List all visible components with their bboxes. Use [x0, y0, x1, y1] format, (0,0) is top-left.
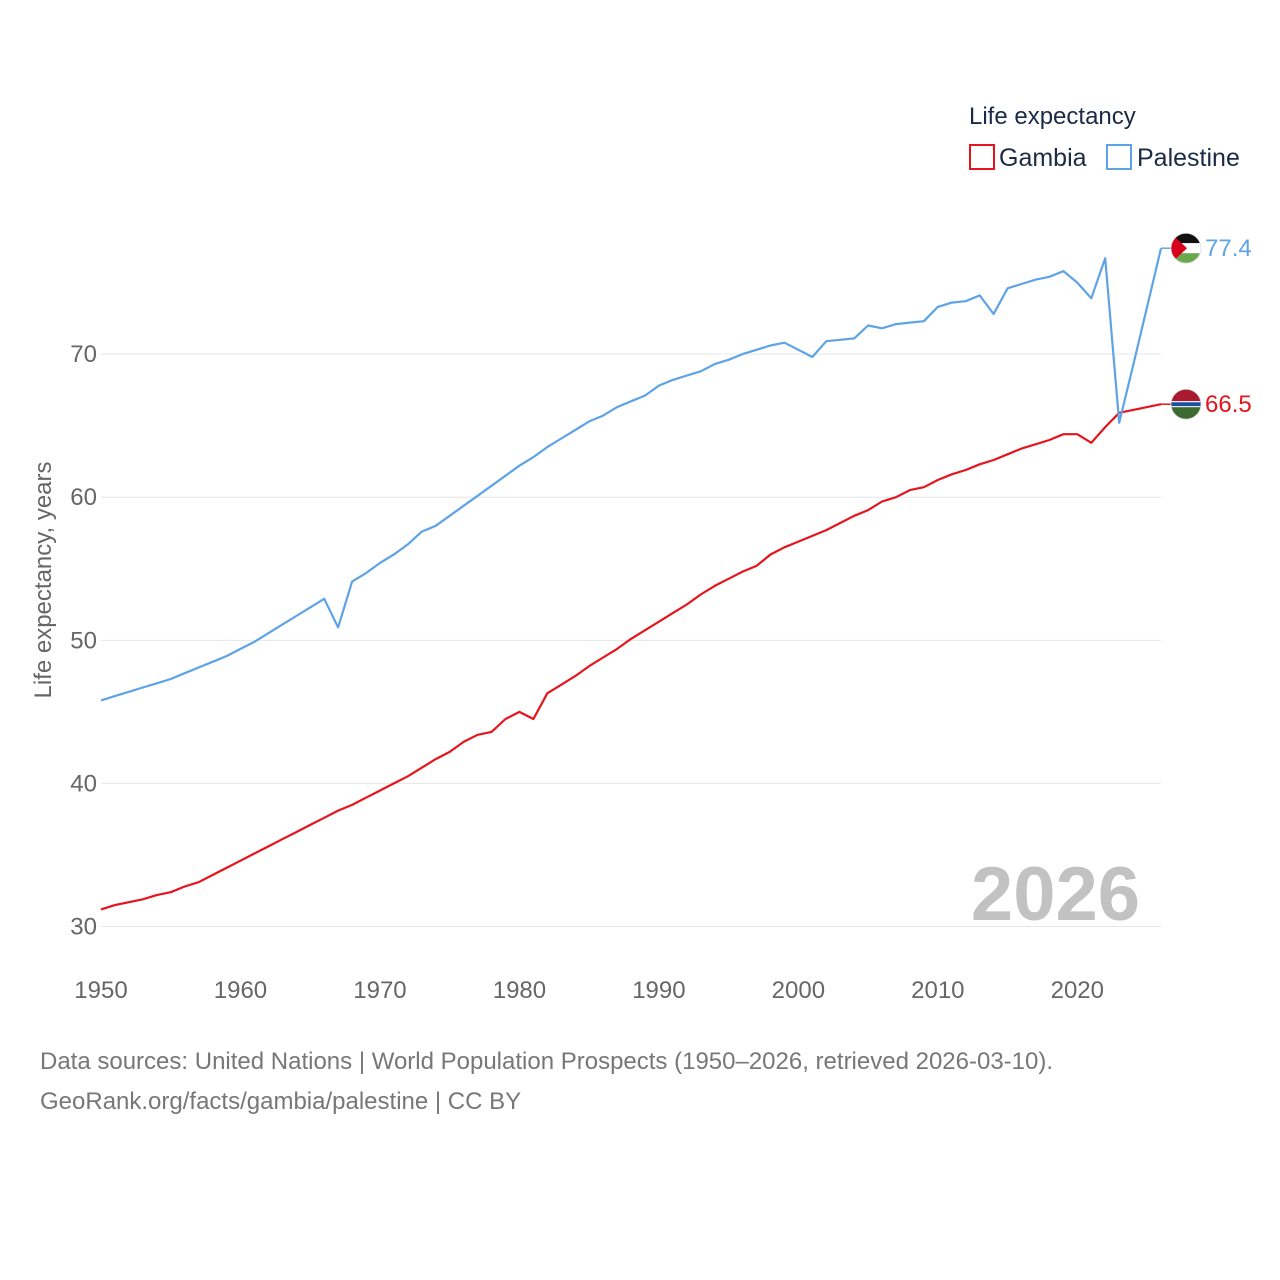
x-tick-label: 1970: [353, 977, 406, 1004]
legend-swatch-palestine: [1106, 144, 1132, 170]
end-value-label-palestine: 77.4: [1205, 235, 1252, 262]
attribution-note: GeoRank.org/facts/gambia/palestine | CC …: [40, 1088, 522, 1115]
series-lines: [100, 247, 1163, 911]
y-tick-label: 50: [70, 627, 97, 654]
x-tick-label: 2020: [1051, 977, 1104, 1004]
series-line-gambia: [100, 403, 1162, 911]
end-markers: 66.5 77.4: [1161, 232, 1252, 420]
x-tick-label: 1990: [632, 977, 685, 1004]
x-tick-label: 1980: [493, 977, 546, 1004]
series-line-palestine: [100, 247, 1163, 702]
legend-swatch-gambia: [969, 144, 995, 170]
y-tick-label: 40: [70, 770, 97, 797]
legend-title: Life expectancy: [969, 103, 1136, 130]
legend-label-gambia: Gambia: [999, 144, 1087, 172]
y-axis-ticks: 30 40 50 60 70: [70, 341, 97, 940]
legend: Life expectancy Gambia Palestine: [969, 103, 1240, 172]
legend-label-palestine: Palestine: [1137, 144, 1240, 172]
y-tick-label: 30: [70, 914, 97, 941]
flag-palestine-icon: [1170, 232, 1202, 264]
x-axis-ticks: 1950 1960 1970 1980 1990 2000 2010 2020: [74, 977, 1104, 1004]
year-watermark: 2026: [971, 852, 1140, 937]
x-tick-label: 1960: [214, 977, 267, 1004]
life-expectancy-chart: 30 40 50 60 70 1950 1960 1970 1980 1990 2000 2010 2…: [30, 103, 1252, 1004]
x-tick-label: 2010: [911, 977, 964, 1004]
x-tick-label: 1950: [74, 977, 127, 1004]
y-tick-label: 70: [70, 341, 97, 368]
grid-lines: [101, 353, 1161, 928]
data-sources-note: Data sources: United Nations | World Pop…: [40, 1048, 1054, 1075]
flag-gambia-icon: [1170, 388, 1202, 420]
y-tick-label: 60: [70, 484, 97, 511]
footer: Data sources: United Nations | World Pop…: [40, 1042, 1053, 1122]
x-tick-label: 2000: [772, 977, 825, 1004]
y-axis-label: Life expectancy, years: [30, 461, 57, 698]
end-value-label-gambia: 66.5: [1205, 391, 1252, 418]
